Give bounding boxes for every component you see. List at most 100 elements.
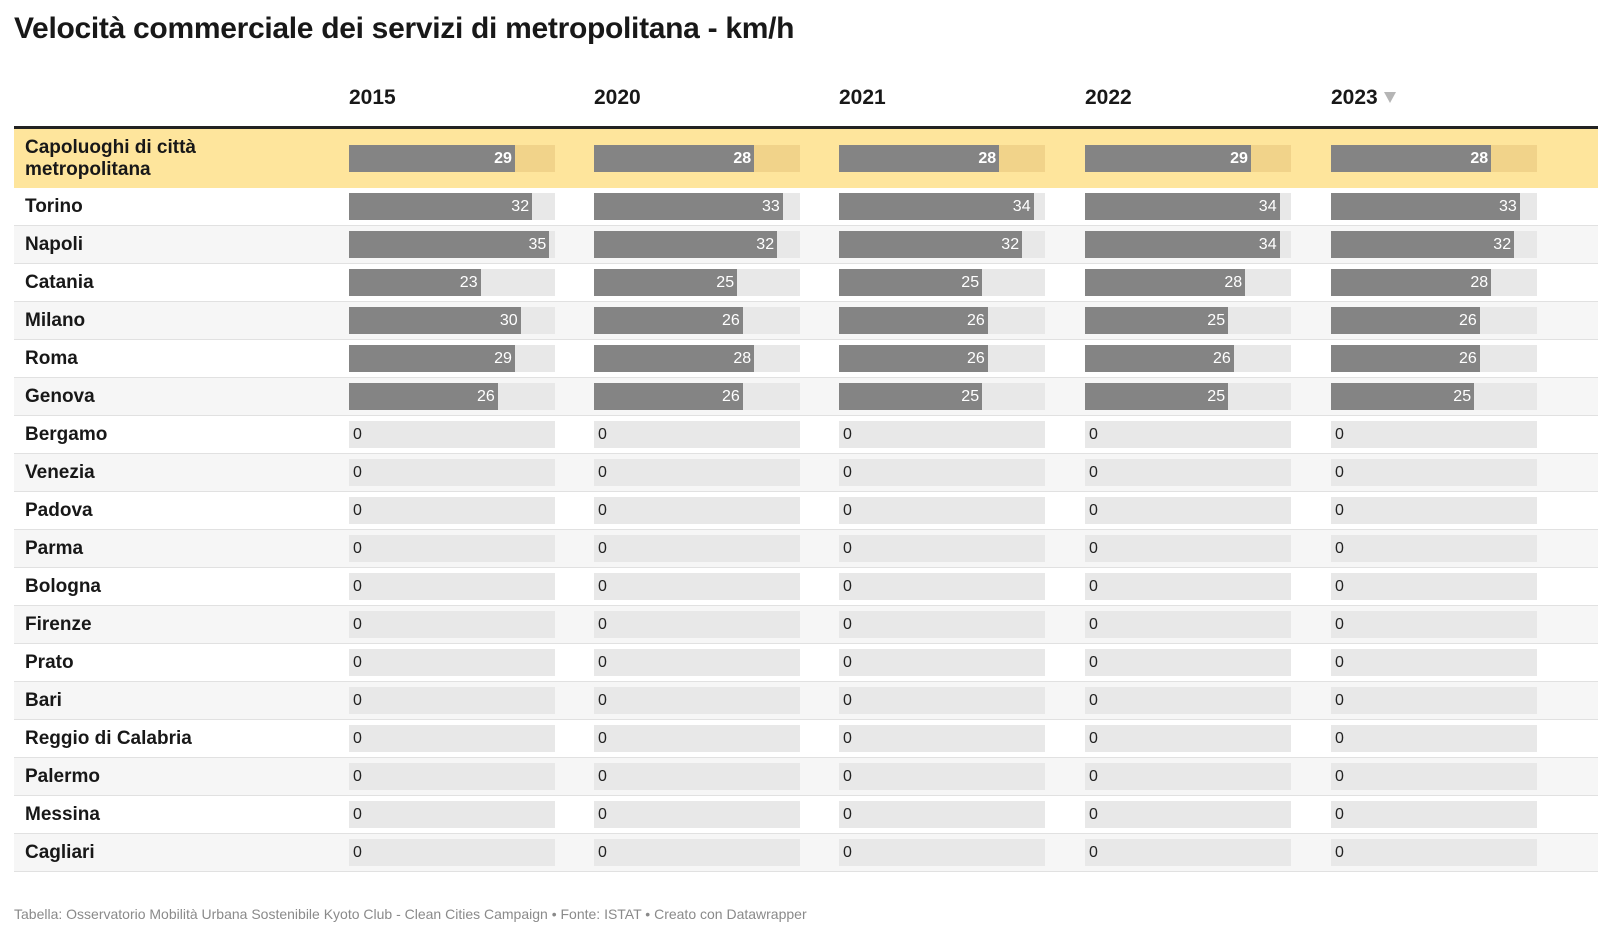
bar-value-label: 0 (843, 425, 852, 443)
bar-track: 0 (349, 686, 555, 714)
bar-value-label: 0 (1089, 691, 1098, 709)
bar-value-label: 0 (1335, 805, 1344, 823)
bar-track: 0 (349, 800, 555, 828)
bar-value-label: 0 (598, 539, 607, 557)
bar-track: 26 (1331, 344, 1537, 372)
bar-track: 0 (349, 724, 555, 752)
bar-value-label: 0 (843, 577, 852, 595)
bar-track: 26 (594, 306, 800, 334)
row-label: Parma (25, 537, 84, 559)
bar-2021 (839, 382, 983, 410)
bar-value-label: 0 (1089, 425, 1098, 443)
bar-track: 0 (1331, 724, 1537, 752)
bar-value-label: 0 (843, 463, 852, 481)
bar-2021 (839, 192, 1034, 220)
row-label: Reggio di Calabria (25, 727, 192, 749)
bar-value-label: 0 (843, 843, 852, 861)
bar-value-label: 0 (598, 653, 607, 671)
bar-value-label: 0 (843, 615, 852, 633)
column-header-2021[interactable]: 2021 (839, 86, 886, 110)
bar-value-label: 25 (1207, 387, 1226, 405)
table-row: Bologna 0 0 0 0 0 (14, 568, 1598, 606)
table-row: Napoli 35 32 32 34 32 (14, 226, 1598, 264)
bar-2020 (594, 268, 738, 296)
bar-track: 0 (839, 838, 1045, 866)
bar-value-label: 26 (477, 387, 495, 405)
bar-2020 (594, 344, 755, 372)
row-label: Messina (25, 803, 100, 825)
bar-value-label: 0 (1335, 843, 1344, 861)
column-header-2023[interactable]: 2023 (1331, 86, 1396, 110)
table-row: Padova 0 0 0 0 0 (14, 492, 1598, 530)
column-header-2020[interactable]: 2020 (594, 86, 641, 110)
row-label: Napoli (25, 233, 84, 255)
bar-2022 (1085, 306, 1229, 334)
sort-descending-icon[interactable] (1383, 92, 1396, 103)
bar-value-label: 0 (843, 653, 852, 671)
bar-value-label: 32 (1493, 235, 1512, 253)
row-label: Genova (25, 385, 95, 407)
bar-track: 0 (1331, 648, 1537, 676)
bar-track: 0 (349, 420, 555, 448)
bar-2023 (1331, 192, 1520, 220)
column-header-label: 2021 (839, 86, 886, 109)
bar-2022 (1085, 192, 1280, 220)
bar-value-label: 0 (843, 691, 852, 709)
bar-track: 0 (1085, 800, 1291, 828)
bar-track: 26 (1085, 344, 1291, 372)
bar-2023 (1331, 382, 1475, 410)
bar-value-label: 25 (961, 387, 980, 405)
bar-value-label: 25 (716, 273, 735, 291)
table-row: Reggio di Calabria 0 0 0 0 0 (14, 720, 1598, 758)
bar-2021 (839, 144, 1000, 172)
bar-2015 (349, 144, 515, 172)
bar-track: 0 (1331, 496, 1537, 524)
column-header-2015[interactable]: 2015 (349, 86, 396, 110)
bar-value-label: 0 (1089, 577, 1098, 595)
bar-value-label: 26 (722, 387, 740, 405)
table-body: Capoluoghi di città metropolitana 29 28 28 2… (14, 129, 1598, 872)
bar-value-label: 33 (762, 197, 780, 215)
bar-value-label: 28 (733, 149, 752, 167)
bar-value-label: 28 (1470, 273, 1489, 291)
bar-value-label: 32 (756, 235, 775, 253)
bar-track: 30 (349, 306, 555, 334)
bar-value-label: 0 (353, 767, 362, 785)
bar-track: 0 (594, 572, 800, 600)
row-label: Padova (25, 499, 93, 521)
table-row: Roma 29 28 26 26 26 (14, 340, 1598, 378)
bar-2020 (594, 382, 743, 410)
bar-track: 0 (349, 458, 555, 486)
bar-track: 34 (1085, 192, 1291, 220)
column-header-label: 2020 (594, 86, 641, 109)
bar-value-label: 0 (598, 463, 607, 481)
row-label: Roma (25, 347, 78, 369)
bar-2022 (1085, 268, 1246, 296)
row-label: Bergamo (25, 423, 108, 445)
bar-value-label: 0 (1335, 501, 1344, 519)
bar-value-label: 0 (843, 805, 852, 823)
table-row: Bari 0 0 0 0 0 (14, 682, 1598, 720)
bar-value-label: 0 (598, 501, 607, 519)
bar-value-label: 26 (722, 311, 740, 329)
bar-track: 25 (594, 268, 800, 296)
bar-2015 (349, 306, 521, 334)
bar-track: 0 (839, 572, 1045, 600)
bar-value-label: 0 (353, 539, 362, 557)
bar-value-label: 28 (1470, 149, 1489, 167)
bar-value-label: 0 (1089, 463, 1098, 481)
bar-track: 29 (1085, 144, 1291, 172)
bar-2023 (1331, 268, 1492, 296)
bar-2015 (349, 192, 533, 220)
bar-track: 0 (594, 686, 800, 714)
data-table: 2015 2020 2021 2022 2023 Capoluoghi di città… (14, 80, 1598, 872)
bar-2021 (839, 230, 1023, 258)
bar-value-label: 0 (353, 463, 362, 481)
bar-track: 28 (594, 144, 800, 172)
bar-track: 26 (1331, 306, 1537, 334)
table-header: 2015 2020 2021 2022 2023 (14, 80, 1598, 129)
row-label: Capoluoghi di città metropolitana (25, 136, 196, 180)
table-row: Messina 0 0 0 0 0 (14, 796, 1598, 834)
bar-2022 (1085, 344, 1234, 372)
column-header-2022[interactable]: 2022 (1085, 86, 1132, 110)
